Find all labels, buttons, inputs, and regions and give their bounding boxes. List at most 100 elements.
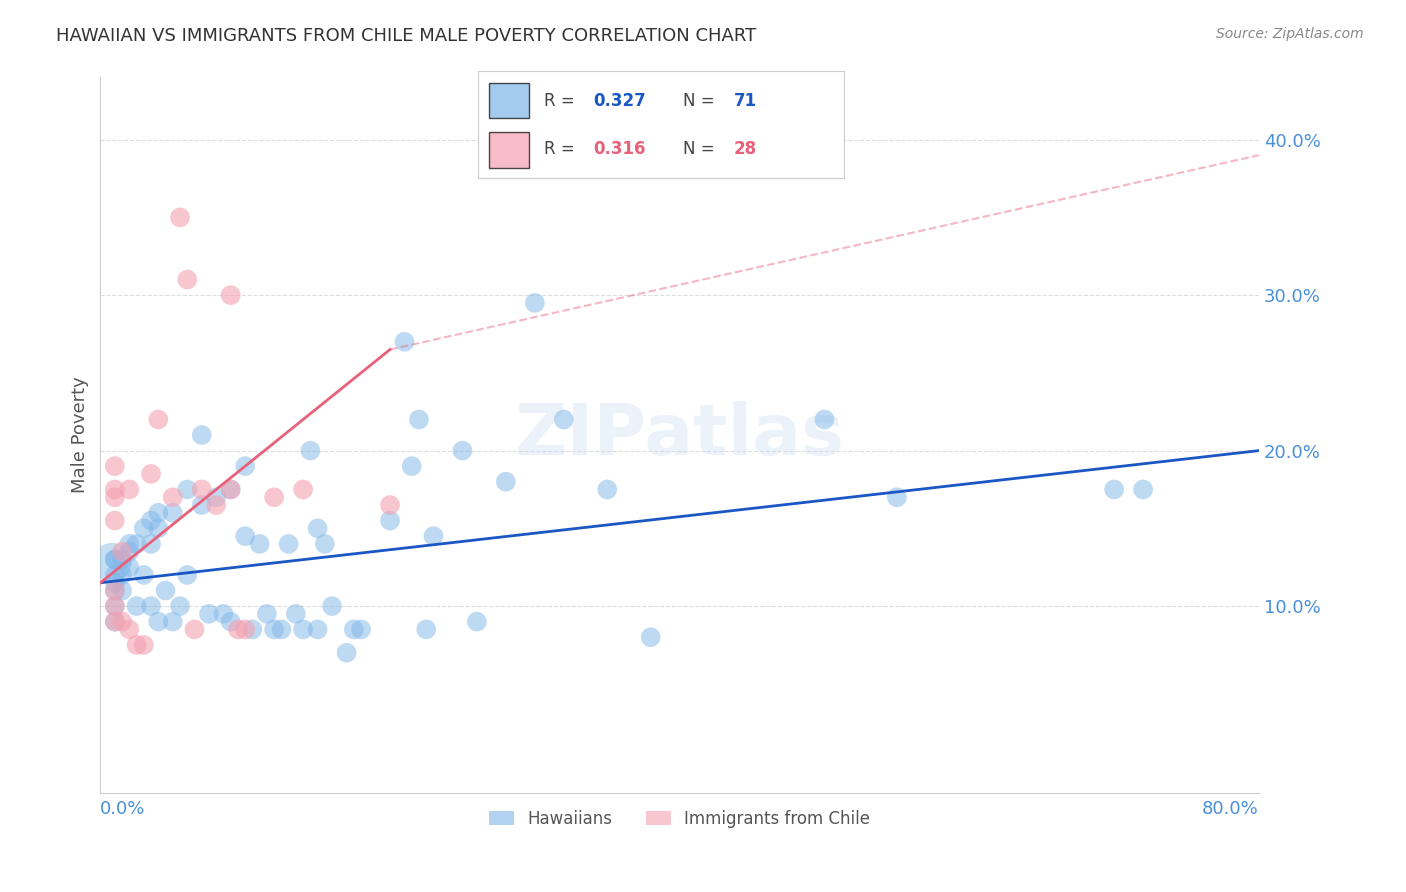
Point	[451, 443, 474, 458]
Text: 71: 71	[734, 92, 756, 110]
Point	[335, 646, 357, 660]
Point	[104, 490, 127, 504]
Point	[233, 459, 256, 474]
Point	[139, 467, 162, 481]
Point	[219, 615, 242, 629]
Point	[270, 623, 292, 637]
Point	[111, 544, 134, 558]
Point	[219, 483, 242, 497]
Point	[125, 537, 148, 551]
Point	[299, 443, 322, 458]
Point	[321, 599, 343, 613]
Text: ZIPatlas: ZIPatlas	[515, 401, 845, 469]
Point	[1132, 483, 1154, 497]
Point	[422, 529, 444, 543]
Point	[162, 615, 184, 629]
Point	[176, 483, 198, 497]
Point	[233, 529, 256, 543]
Point	[886, 490, 908, 504]
Point	[148, 615, 170, 629]
Point	[132, 568, 155, 582]
Text: 80.0%: 80.0%	[1202, 800, 1258, 819]
Y-axis label: Male Poverty: Male Poverty	[72, 376, 89, 493]
Point	[226, 623, 249, 637]
Point	[104, 583, 127, 598]
Point	[523, 296, 546, 310]
Point	[111, 583, 134, 598]
Point	[233, 623, 256, 637]
FancyBboxPatch shape	[489, 132, 529, 168]
Point	[350, 623, 373, 637]
Point	[205, 498, 228, 512]
Point	[292, 483, 315, 497]
Point	[118, 544, 141, 558]
Point	[190, 428, 212, 442]
Text: 28: 28	[734, 140, 756, 158]
Text: Source: ZipAtlas.com: Source: ZipAtlas.com	[1216, 27, 1364, 41]
Point	[118, 537, 141, 551]
Point	[111, 615, 134, 629]
Point	[813, 412, 835, 426]
Point	[263, 490, 285, 504]
Point	[162, 506, 184, 520]
Point	[307, 521, 329, 535]
Point	[162, 490, 184, 504]
Point	[212, 607, 235, 621]
Point	[111, 552, 134, 566]
Point	[139, 537, 162, 551]
Point	[169, 599, 191, 613]
Point	[343, 623, 366, 637]
Text: N =: N =	[683, 140, 720, 158]
Point	[183, 623, 205, 637]
Point	[249, 537, 271, 551]
Point	[284, 607, 307, 621]
Point	[307, 623, 329, 637]
Point	[277, 537, 299, 551]
Point	[125, 638, 148, 652]
Text: HAWAIIAN VS IMMIGRANTS FROM CHILE MALE POVERTY CORRELATION CHART: HAWAIIAN VS IMMIGRANTS FROM CHILE MALE P…	[56, 27, 756, 45]
Point	[111, 568, 134, 582]
Point	[104, 459, 127, 474]
Legend: Hawaiians, Immigrants from Chile: Hawaiians, Immigrants from Chile	[482, 803, 877, 834]
Point	[176, 568, 198, 582]
Text: N =: N =	[683, 92, 720, 110]
Point	[155, 583, 177, 598]
Point	[495, 475, 517, 489]
Point	[256, 607, 278, 621]
Point	[242, 623, 264, 637]
Point	[401, 459, 423, 474]
Point	[139, 514, 162, 528]
Point	[205, 490, 228, 504]
Point	[263, 623, 285, 637]
Point	[553, 412, 575, 426]
Text: 0.316: 0.316	[593, 140, 645, 158]
Point	[104, 599, 127, 613]
Text: R =: R =	[544, 92, 579, 110]
Point	[101, 556, 124, 570]
Point	[596, 483, 619, 497]
Point	[1102, 483, 1125, 497]
Point	[148, 506, 170, 520]
Point	[139, 599, 162, 613]
Point	[198, 607, 221, 621]
Text: R =: R =	[544, 140, 579, 158]
Point	[118, 560, 141, 574]
Point	[415, 623, 437, 637]
Point	[378, 514, 401, 528]
Point	[104, 599, 127, 613]
Point	[104, 615, 127, 629]
Point	[176, 272, 198, 286]
Point	[104, 552, 127, 566]
Point	[408, 412, 430, 426]
Point	[104, 575, 127, 590]
Point	[169, 211, 191, 225]
Point	[104, 568, 127, 582]
Point	[104, 583, 127, 598]
Point	[219, 483, 242, 497]
FancyBboxPatch shape	[489, 83, 529, 119]
Point	[190, 483, 212, 497]
Point	[219, 288, 242, 302]
Point	[118, 623, 141, 637]
Point	[118, 483, 141, 497]
Text: 0.327: 0.327	[593, 92, 645, 110]
